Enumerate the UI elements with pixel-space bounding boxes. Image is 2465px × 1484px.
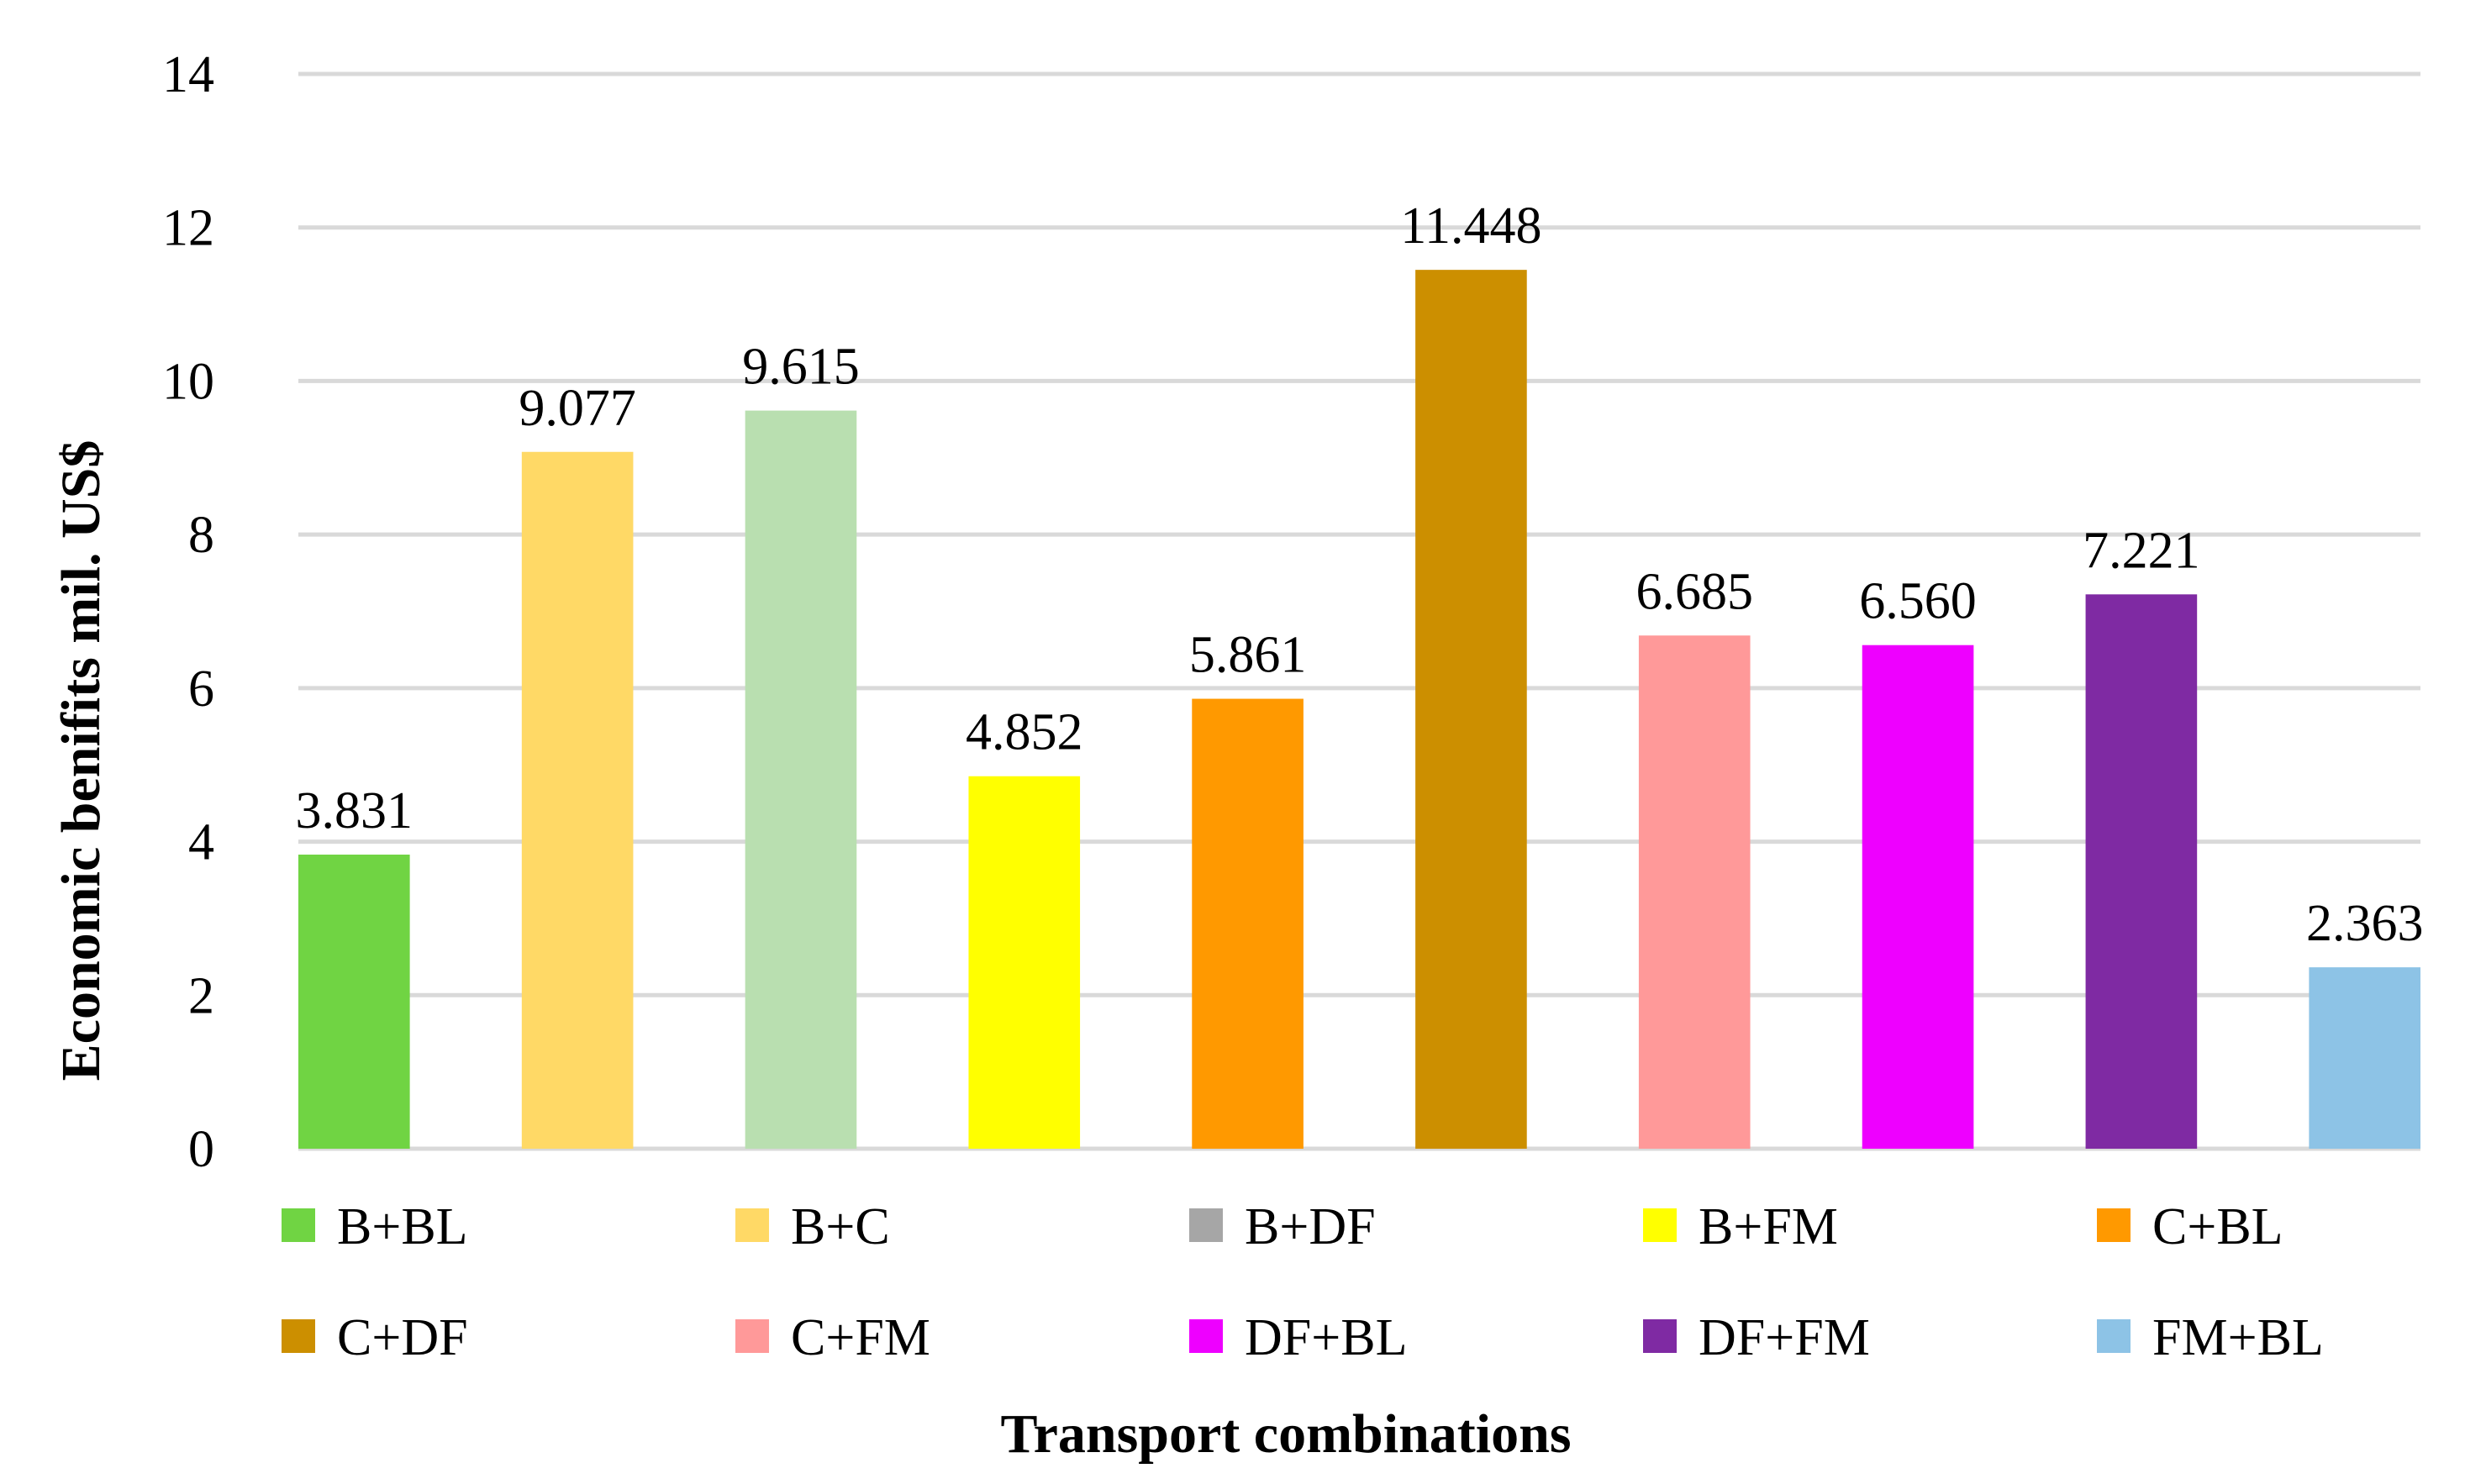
legend-label: DF+BL [1245, 1309, 1407, 1366]
legend-label: FM+BL [2152, 1309, 2324, 1366]
bar-df-bl [1862, 645, 1974, 1149]
bar-b-c [521, 451, 634, 1149]
data-label: 11.448 [1400, 197, 1541, 255]
legend-swatch [282, 1208, 315, 1242]
legend-label: B+FM [1699, 1198, 1838, 1255]
legend-label: C+FM [791, 1309, 930, 1366]
legend-swatch [282, 1319, 315, 1353]
bar-fm-bl [2309, 967, 2420, 1149]
y-tick-label: 8 [188, 507, 214, 564]
legend: B+BL B+C B+DF B+FM C+BL C+DF C+FM DF+BL DF+FM FM+… [282, 1198, 2324, 1366]
data-labels: 3.831 9.077 9.615 4.852 5.861 11.448 6.685 6.56… [296, 197, 2424, 952]
data-label: 7.221 [2083, 522, 2200, 579]
y-tick-label: 10 [162, 353, 214, 410]
legend-label: B+BL [337, 1198, 468, 1255]
bars [298, 270, 2420, 1149]
gridlines [298, 71, 2420, 1151]
y-tick-label: 2 [188, 967, 214, 1024]
data-label: 3.831 [296, 782, 413, 839]
legend-label: C+BL [2152, 1198, 2283, 1255]
y-tick-label: 12 [162, 200, 214, 257]
bar-df-fm [2085, 594, 2198, 1149]
legend-swatch [1643, 1208, 1677, 1242]
legend-swatch [1189, 1319, 1223, 1353]
bar-c-fm [1638, 635, 1751, 1149]
bar-b-df [745, 410, 857, 1149]
bar-c-df [1415, 270, 1527, 1149]
data-label: 9.615 [742, 339, 860, 396]
legend-label: B+DF [1245, 1198, 1376, 1255]
y-axis-title: Economic benifits mil. US$ [50, 440, 112, 1081]
legend-swatch [2097, 1319, 2131, 1353]
bar-b-fm [968, 776, 1081, 1149]
data-label: 6.685 [1635, 563, 1753, 620]
y-tick-label: 6 [188, 660, 214, 718]
x-axis-title: Transport combinations [1000, 1403, 1571, 1465]
bar-c-bl [1192, 698, 1304, 1149]
data-label: 4.852 [966, 704, 1083, 761]
legend-swatch [735, 1208, 769, 1242]
y-tick-label: 4 [188, 814, 214, 871]
y-tick-label: 14 [162, 46, 214, 103]
legend-label: B+C [791, 1198, 890, 1255]
legend-label: DF+FM [1699, 1309, 1870, 1366]
y-tick-label: 0 [188, 1121, 214, 1178]
data-label: 6.560 [1859, 573, 1977, 630]
y-axis-ticks: 0 2 4 6 8 10 12 14 [162, 46, 214, 1178]
data-label: 9.077 [519, 380, 636, 437]
data-label: 5.861 [1189, 627, 1307, 684]
legend-swatch [1189, 1208, 1223, 1242]
legend-swatch [735, 1319, 769, 1353]
legend-swatch [1643, 1319, 1677, 1353]
legend-label: C+DF [337, 1309, 468, 1366]
legend-swatch [2097, 1208, 2131, 1242]
bar-b-bl [298, 855, 410, 1149]
data-label: 2.363 [2306, 895, 2424, 952]
